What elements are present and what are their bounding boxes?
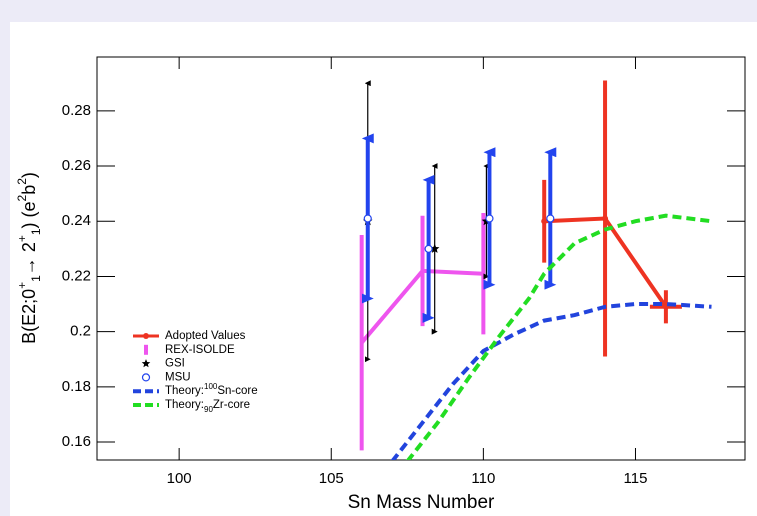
x-tick-label: 105	[319, 470, 344, 487]
legend-text: MSU	[165, 371, 191, 383]
plot-frame	[96, 56, 746, 461]
legend-label: MSU	[165, 371, 191, 383]
x-tick-label: 115	[624, 470, 648, 487]
y-label-part: ) (e	[19, 201, 39, 228]
legend-label: Theory:90Zr-core	[165, 399, 250, 414]
y-axis-label: B(E2;0+1→ 2+1) (e2b2)	[15, 172, 43, 344]
legend-text: Zr-core	[213, 399, 250, 411]
legend-swatch	[141, 373, 151, 382]
y-tick-label: 0.28	[62, 102, 91, 119]
y-label-part: 1	[29, 228, 43, 235]
legend-swatch	[143, 333, 149, 339]
y-tick-label: 0.26	[62, 157, 91, 174]
point	[363, 214, 372, 223]
legend-text: Theory:	[165, 385, 204, 397]
y-label-part: 2	[15, 178, 29, 185]
point	[429, 243, 440, 253]
y-label-part: +	[15, 235, 29, 242]
canvas	[10, 22, 757, 516]
legend-label: REX-ISOLDE	[165, 344, 235, 356]
x-axis-label: Sn Mass Number	[348, 492, 495, 513]
y-tick-label: 0.2	[70, 323, 91, 340]
legend-label: GSI	[165, 358, 185, 370]
point	[602, 215, 609, 222]
y-tick-label: 0.18	[62, 378, 91, 395]
y-label-part: → 2	[19, 242, 39, 275]
y-label-part: B(E2;0	[19, 289, 39, 344]
legend-sub: 90	[204, 405, 213, 414]
y-label-part: 2	[15, 194, 29, 201]
plot-area	[359, 80, 712, 460]
y-tick-label: 0.16	[62, 433, 91, 450]
legend-swatch	[141, 359, 151, 368]
y-label-part: +	[15, 282, 29, 289]
legend-sup: 100	[204, 382, 218, 391]
legend-label: Theory:100Sn-core	[165, 382, 258, 397]
y-label-part: )	[19, 172, 39, 178]
series-line	[390, 302, 712, 460]
legend-text: GSI	[165, 358, 185, 370]
legend-text: Sn-core	[217, 385, 257, 397]
legend-text: Adopted Values	[165, 330, 246, 342]
y-tick-label: 0.22	[62, 267, 91, 284]
point	[546, 214, 555, 223]
x-tick-label: 110	[471, 470, 495, 487]
y-label-part: b	[19, 185, 39, 195]
point	[485, 214, 494, 223]
legend-text: REX-ISOLDE	[165, 344, 235, 356]
legend-text: Theory:	[165, 399, 204, 411]
y-label-part: 1	[29, 275, 43, 282]
point	[424, 244, 433, 253]
series-line	[405, 213, 712, 460]
legend-label: Adopted Values	[165, 330, 246, 342]
x-tick-label: 100	[167, 470, 192, 487]
y-tick-label: 0.24	[62, 212, 91, 229]
